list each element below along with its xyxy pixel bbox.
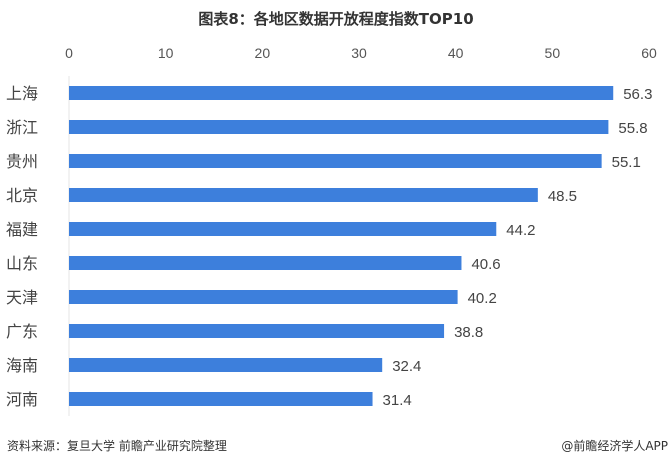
data-label: 56.3 — [623, 86, 652, 103]
x-tick-label: 20 — [255, 45, 271, 61]
bar — [69, 324, 445, 338]
data-label: 38.8 — [454, 324, 483, 341]
category-label: 北京 — [6, 186, 38, 205]
data-label: 44.2 — [506, 222, 535, 239]
x-tick-label: 0 — [65, 45, 73, 61]
bar — [69, 222, 497, 236]
data-label: 48.5 — [548, 188, 577, 205]
source-note: 资料来源：复旦大学 前瞻产业研究院整理 — [7, 439, 227, 453]
x-tick-label: 40 — [448, 45, 464, 61]
data-label: 55.8 — [618, 120, 647, 137]
credit: @前瞻经济学人APP — [561, 439, 668, 453]
x-tick-label: 10 — [158, 45, 174, 61]
category-label: 福建 — [6, 220, 38, 239]
category-label: 天津 — [6, 288, 38, 307]
bar — [69, 358, 383, 372]
bar — [69, 86, 614, 100]
x-tick-label: 50 — [545, 45, 561, 61]
data-label: 40.2 — [468, 290, 497, 307]
category-label: 山东 — [6, 254, 38, 273]
category-label: 河南 — [6, 390, 38, 409]
bar — [69, 120, 609, 134]
x-tick-label: 60 — [641, 45, 657, 61]
data-label: 32.4 — [392, 358, 421, 375]
category-label: 海南 — [6, 356, 38, 375]
bar — [69, 290, 458, 304]
category-label: 浙江 — [6, 118, 38, 137]
category-label: 贵州 — [6, 152, 38, 171]
data-label: 55.1 — [612, 154, 641, 171]
bar — [69, 256, 462, 270]
chart-title: 图表8：各地区数据开放程度指数TOP10 — [198, 10, 474, 28]
x-tick-label: 30 — [351, 45, 367, 61]
bar — [69, 154, 602, 168]
category-label: 上海 — [6, 84, 38, 103]
data-label: 31.4 — [383, 392, 412, 409]
bar — [69, 392, 373, 406]
data-label: 40.6 — [471, 256, 500, 273]
category-label: 广东 — [6, 322, 38, 341]
bar — [69, 188, 538, 202]
